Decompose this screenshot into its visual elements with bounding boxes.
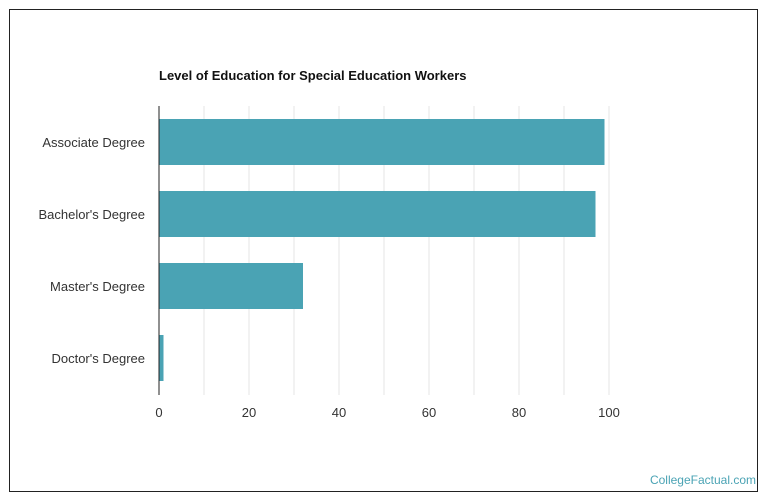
bar — [159, 191, 596, 237]
chart-title: Level of Education for Special Education… — [159, 68, 467, 83]
brand-link[interactable]: CollegeFactual.com — [649, 473, 756, 487]
x-tick-label: 40 — [332, 405, 346, 420]
category-label: Bachelor's Degree — [38, 207, 145, 222]
category-label: Master's Degree — [50, 279, 145, 294]
x-tick-label: 60 — [422, 405, 436, 420]
bar — [159, 263, 303, 309]
bars — [159, 119, 605, 381]
x-tick-label: 100 — [598, 405, 620, 420]
x-tick-label: 80 — [512, 405, 526, 420]
category-labels: Associate Degree Bachelor's Degree Master'… — [38, 135, 145, 366]
tick-labels: 0 20 40 60 80 100 — [155, 405, 619, 420]
bar — [159, 119, 605, 165]
x-tick-label: 0 — [155, 405, 162, 420]
category-label: Doctor's Degree — [51, 351, 145, 366]
x-tick-label: 20 — [242, 405, 256, 420]
bar — [159, 335, 164, 381]
category-label: Associate Degree — [42, 135, 145, 150]
